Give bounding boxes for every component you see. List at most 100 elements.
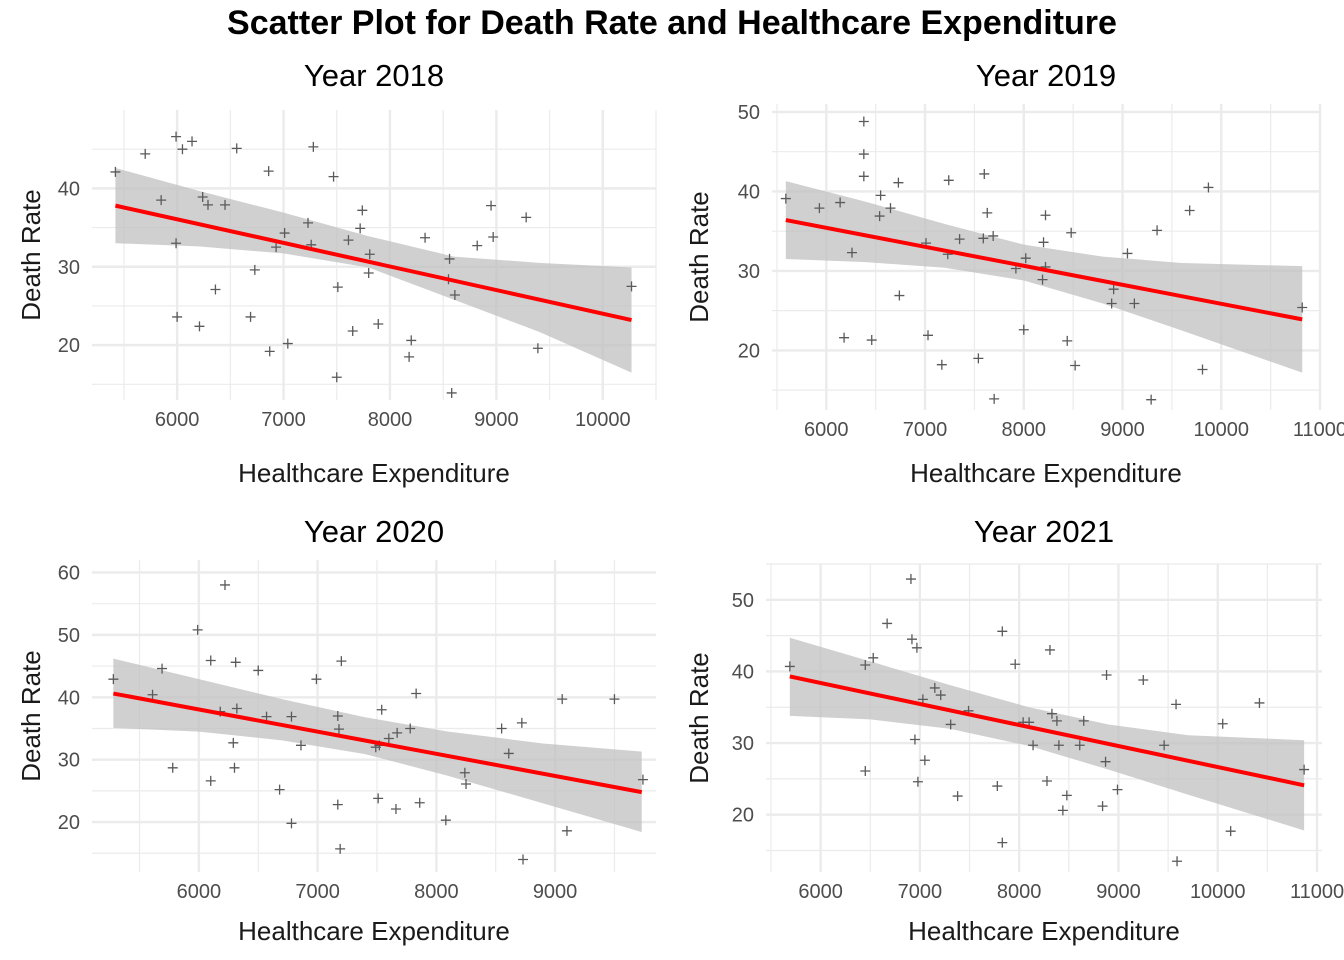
data-point: [912, 776, 923, 787]
y-tick-label: 20: [58, 812, 80, 834]
data-point: [295, 740, 306, 751]
data-point: [363, 268, 374, 279]
data-point: [261, 711, 272, 722]
x-tick-label: 8000: [1002, 419, 1047, 441]
confidence-band: [789, 637, 1305, 831]
panel-title: Year 2018: [304, 58, 444, 93]
x-tick-label: 10000: [1193, 419, 1249, 441]
data-point: [874, 211, 885, 222]
data-point: [194, 321, 205, 332]
data-point: [1028, 740, 1039, 751]
data-point: [860, 766, 871, 777]
data-point: [376, 704, 387, 715]
data-point: [943, 175, 954, 186]
confidence-band: [785, 181, 1303, 373]
data-point: [404, 351, 415, 362]
data-point: [210, 284, 221, 295]
data-point: [147, 689, 158, 700]
data-point: [882, 618, 893, 629]
data-point: [905, 574, 916, 585]
data-point: [858, 116, 869, 127]
data-point: [1070, 360, 1081, 371]
y-tick-label: 60: [58, 562, 80, 584]
data-point: [814, 203, 825, 214]
x-axis-label: Healthcare Expenditure: [238, 458, 510, 488]
x-tick-label: 9000: [1100, 419, 1145, 441]
x-axis-label: Healthcare Expenditure: [908, 916, 1180, 946]
x-tick-label: 7000: [903, 419, 948, 441]
data-point: [780, 193, 791, 204]
data-point: [894, 290, 905, 301]
data-point: [205, 775, 216, 786]
data-point: [1112, 784, 1123, 795]
y-tick-label: 20: [738, 340, 760, 362]
y-tick-label: 40: [58, 687, 80, 709]
data-point: [1053, 740, 1064, 751]
data-point: [1051, 715, 1062, 726]
data-point: [1203, 182, 1214, 193]
figure-title: Scatter Plot for Death Rate and Healthca…: [227, 4, 1117, 42]
data-point: [440, 815, 451, 826]
y-axis-label: Death Rate: [684, 652, 714, 784]
data-point: [997, 626, 1008, 637]
y-axis-label: Death Rate: [684, 191, 714, 323]
data-point: [945, 719, 956, 730]
data-point: [1037, 274, 1048, 285]
regression-line: [785, 218, 1303, 322]
data-point: [308, 141, 319, 152]
panel-4: 6000 7000 8000 9000 10000 11000 20 30 40 50 Year 2…: [684, 514, 1344, 946]
data-point: [935, 690, 946, 701]
data-point: [893, 177, 904, 188]
data-point: [364, 249, 375, 260]
data-point: [220, 199, 231, 210]
data-point: [461, 779, 472, 790]
y-tick-label: 50: [732, 590, 754, 612]
data-point: [335, 843, 346, 854]
data-point: [846, 247, 857, 258]
data-point: [978, 233, 989, 244]
data-point: [532, 343, 543, 354]
data-point: [192, 624, 203, 635]
x-tick-label: 6000: [798, 881, 843, 903]
y-tick-label: 20: [732, 805, 754, 827]
data-point: [1129, 298, 1140, 309]
data-point: [331, 372, 342, 383]
data-point: [332, 282, 343, 293]
data-point: [156, 195, 167, 206]
data-point: [997, 837, 1008, 848]
data-point: [202, 199, 213, 210]
x-tick-label: 9000: [533, 881, 578, 903]
data-point: [982, 207, 993, 218]
panel-title: Year 2021: [974, 514, 1114, 549]
data-point: [954, 234, 965, 245]
data-point: [411, 688, 422, 699]
data-point: [839, 332, 850, 343]
data-point: [1018, 324, 1029, 335]
data-point: [1062, 335, 1073, 346]
data-point: [219, 579, 230, 590]
x-tick-label: 7000: [898, 881, 943, 903]
y-tick-label: 30: [58, 750, 80, 772]
data-point: [516, 717, 527, 728]
x-tick-label: 11000: [1293, 419, 1344, 441]
panel-title: Year 2019: [976, 58, 1116, 93]
data-point: [355, 223, 366, 234]
regression-line: [114, 203, 632, 323]
y-tick-label: 30: [58, 257, 80, 279]
data-point: [1225, 826, 1236, 837]
data-point: [286, 711, 297, 722]
data-point: [1146, 394, 1157, 405]
x-tick-label: 8000: [414, 881, 459, 903]
data-point: [172, 311, 183, 322]
x-tick-label: 10000: [575, 409, 631, 431]
data-point: [406, 335, 417, 346]
x-tick-label: 6000: [177, 881, 222, 903]
panel-1: 6000 7000 8000 9000 10000 20 30 40 Year 2018 Heal…: [16, 58, 657, 488]
data-point: [1101, 670, 1112, 681]
data-point: [472, 240, 483, 251]
data-point: [1152, 225, 1163, 236]
data-point: [444, 253, 455, 264]
data-point: [229, 762, 240, 773]
data-point: [392, 727, 403, 738]
